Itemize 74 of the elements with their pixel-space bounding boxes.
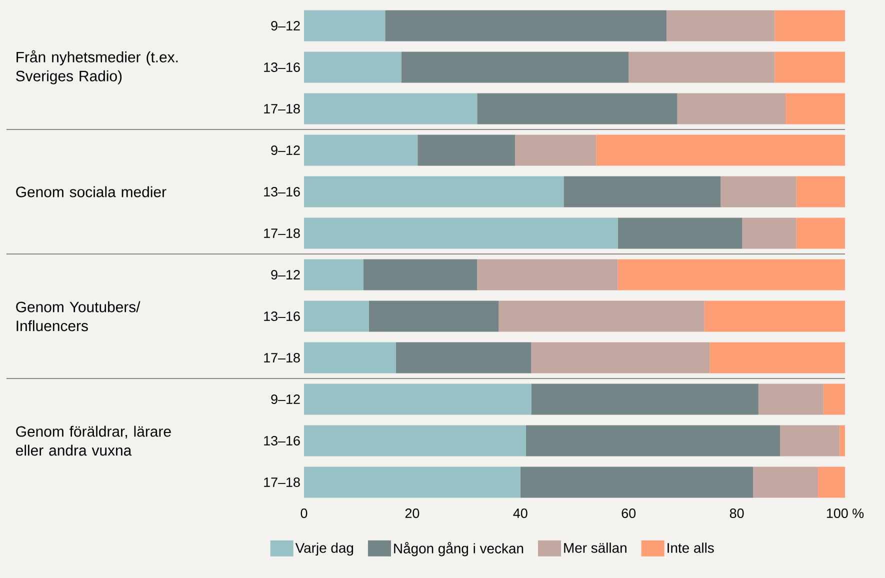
legend-label: Inte alls	[668, 542, 714, 553]
bar	[304, 52, 402, 83]
x-tick-label: 40	[513, 508, 528, 518]
y-tick-label: 9–12	[271, 394, 300, 404]
bar	[774, 10, 846, 42]
bar	[666, 10, 775, 42]
bar	[618, 259, 846, 290]
text: Från nyhetsmedier (t.ex. Sveriges Radio)	[16, 50, 178, 84]
bar	[720, 176, 796, 208]
bar	[780, 425, 840, 456]
bar	[526, 425, 780, 456]
bar	[477, 259, 618, 290]
bar	[304, 300, 369, 332]
bar	[520, 466, 754, 498]
bar	[796, 218, 846, 249]
bar	[796, 176, 846, 208]
bar	[364, 259, 478, 290]
x-tick-label: 0	[300, 508, 308, 518]
y-tick-label: 17–18	[264, 477, 300, 488]
bar	[564, 176, 721, 208]
bar	[401, 52, 629, 83]
bar	[418, 134, 515, 166]
bar	[304, 176, 564, 208]
bar	[368, 300, 499, 332]
bar	[710, 342, 846, 374]
x-tick-label: 20	[405, 508, 420, 518]
y-tick-label: 13–16	[264, 436, 300, 446]
bar	[304, 134, 418, 166]
y-tick-label: 9–12	[271, 145, 300, 156]
bar	[304, 425, 526, 456]
y-tick-label: 17–18	[264, 228, 300, 238]
bar	[785, 93, 846, 124]
bar	[304, 10, 386, 42]
bar	[618, 218, 742, 249]
bar	[498, 300, 704, 332]
bar	[823, 384, 846, 415]
bar	[396, 342, 532, 374]
bar	[704, 300, 846, 332]
y-tick-label: 9–12	[271, 270, 300, 280]
text: Genom Youtubers/ Influencers	[16, 301, 140, 332]
legend-label: Varje dag	[295, 542, 354, 556]
bar	[596, 134, 846, 166]
bar	[304, 259, 364, 290]
bar	[774, 52, 846, 83]
bar	[304, 384, 532, 415]
bar	[677, 93, 786, 124]
bar	[304, 466, 520, 498]
y-tick-label: 13–16	[264, 311, 300, 322]
x-tick-label: 80	[730, 508, 744, 518]
bar	[304, 342, 396, 374]
y-tick-label: 13–16	[264, 186, 300, 197]
bar	[304, 93, 478, 124]
bar	[840, 425, 846, 456]
y-tick-label: 17–18	[264, 104, 300, 114]
bar	[628, 52, 775, 83]
x-tick-label: 60	[622, 508, 636, 518]
y-tick-label: 13–16	[264, 62, 300, 72]
bar	[758, 384, 824, 415]
bar	[531, 384, 758, 415]
bar	[742, 218, 796, 249]
legend-label: Någon gång i veckan	[394, 542, 524, 556]
bar	[753, 466, 818, 498]
text: Genom sociala medier	[16, 186, 166, 198]
y-tick-label: 17–18	[264, 352, 300, 363]
bar	[304, 218, 618, 249]
legend-label: Mer sällan	[564, 542, 626, 553]
y-tick-label: 9–12	[271, 20, 300, 31]
bar	[531, 342, 710, 374]
x-tick-label: 100 %	[826, 508, 864, 518]
bar	[514, 134, 596, 166]
text: Genom föräldrar, lärare eller andra vuxna	[16, 426, 171, 456]
bar	[385, 10, 666, 42]
bar	[477, 93, 678, 124]
bar	[818, 466, 846, 498]
